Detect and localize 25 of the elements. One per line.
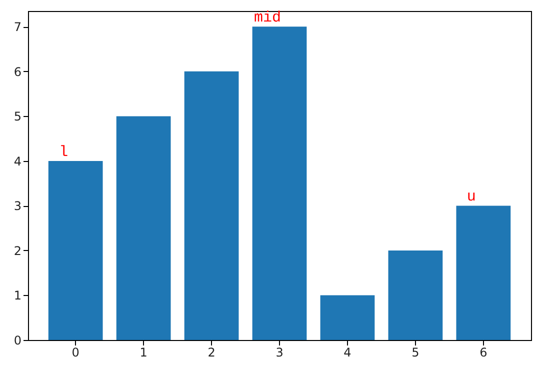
x-tick-label: 5 (412, 346, 420, 360)
x-tick-label: 6 (480, 346, 488, 360)
y-tick-label: 6 (14, 64, 22, 79)
bar (320, 295, 375, 340)
bar (388, 250, 443, 340)
bar (48, 160, 103, 340)
bar (252, 26, 307, 340)
bar (456, 206, 511, 340)
y-tick-label: 0 (14, 334, 22, 348)
x-tick-label: 3 (276, 346, 284, 360)
x-tick-label: 4 (344, 346, 352, 360)
x-tick-label: 0 (72, 346, 80, 360)
y-tick-label: 1 (14, 288, 22, 303)
y-tick-label: 7 (14, 20, 22, 34)
annotation: mid (254, 10, 282, 27)
y-tick-label: 3 (14, 199, 22, 214)
annotation: u (466, 188, 476, 206)
bar (184, 71, 239, 340)
x-tick-label: 2 (208, 346, 216, 360)
annotation: l (59, 144, 68, 161)
x-tick-label: 1 (140, 346, 148, 360)
y-tick-label: 4 (14, 154, 22, 168)
bar (116, 116, 171, 340)
y-tick-label: 5 (14, 110, 22, 124)
y-tick-label: 2 (14, 244, 22, 258)
